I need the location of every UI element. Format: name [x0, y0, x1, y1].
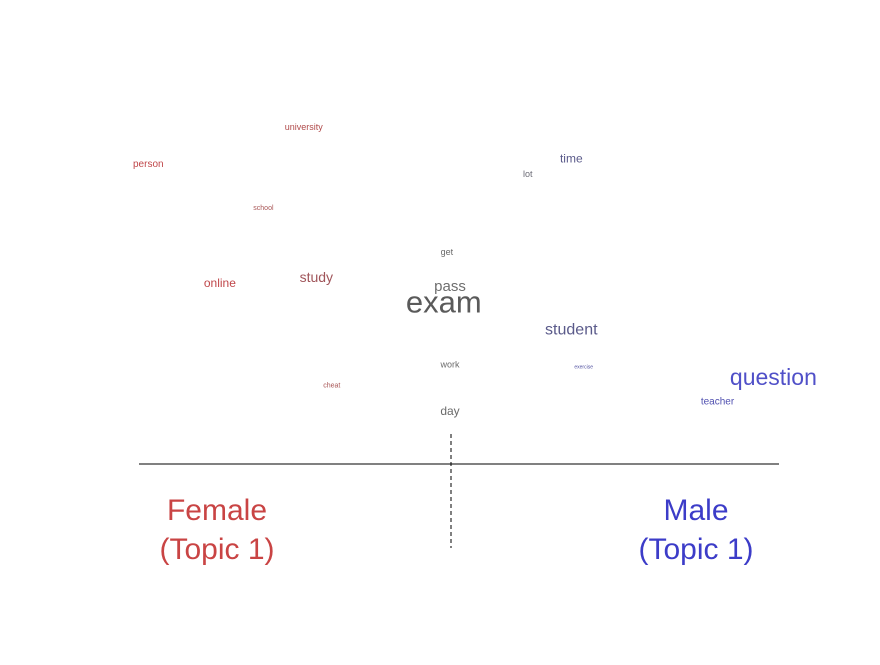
male-label-line1: Male — [663, 494, 728, 527]
word-online: online — [204, 276, 236, 290]
word-day: day — [440, 404, 459, 418]
word-exercise: exercise — [574, 365, 593, 371]
word-cheat: cheat — [323, 383, 340, 390]
word-lot: lot — [523, 169, 533, 179]
word-student: student — [545, 322, 598, 339]
word-get: get — [441, 247, 454, 257]
word-layer: university person time lot school get online st… — [133, 122, 817, 418]
word-pass: pass — [434, 278, 466, 295]
word-school: school — [253, 205, 274, 212]
word-question: question — [730, 364, 817, 390]
word-person: person — [133, 159, 164, 170]
female-label-line2: (Topic 1) — [159, 533, 274, 566]
word-university: university — [285, 122, 324, 132]
word-study: study — [300, 269, 333, 285]
word-exam: exam — [406, 285, 482, 320]
male-label-line2: (Topic 1) — [638, 533, 753, 566]
word-teacher: teacher — [701, 396, 735, 407]
word-time: time — [560, 151, 583, 165]
word-work: work — [439, 359, 460, 369]
female-label-line1: Female — [167, 494, 267, 527]
